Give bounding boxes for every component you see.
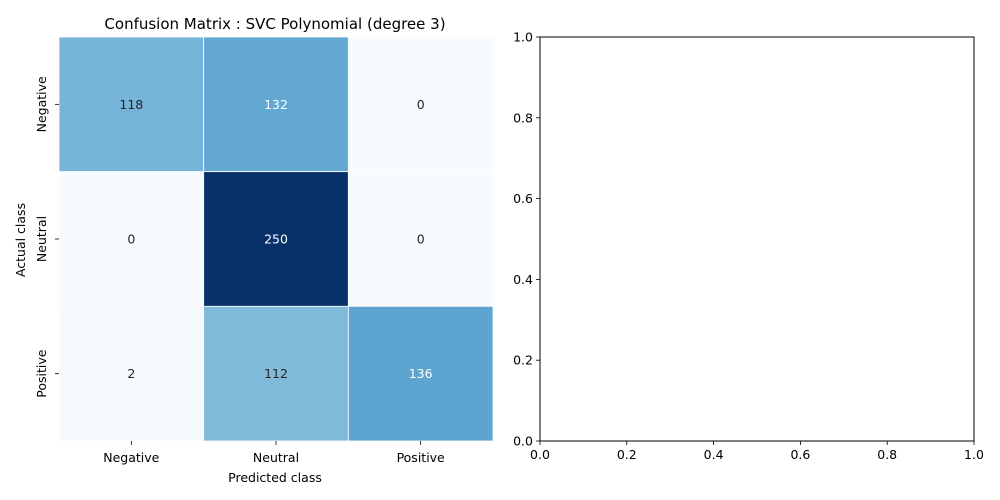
empty-axes-x-tick-label: 0.8 <box>877 447 897 462</box>
heatmap-cell-value: 0 <box>417 232 425 247</box>
heatmap-y-tick-label: Negative <box>34 76 49 132</box>
heatmap-cell <box>347 36 494 173</box>
heatmap-x-tick-label: Positive <box>397 450 445 465</box>
heatmap-ylabel: Actual class <box>13 203 28 277</box>
heatmap-cell <box>203 171 349 307</box>
empty-axes-x-tick-label: 1.0 <box>964 447 984 462</box>
empty-axes-x-tick-label: 0.4 <box>704 447 724 462</box>
empty-axes-y-ticks: 0.0 0.2 0.4 0.6 0.8 1.0 <box>513 30 540 449</box>
empty-axes-x-tick-label: 0.0 <box>530 447 550 462</box>
heatmap-y-tick-label: Neutral <box>34 216 49 262</box>
heatmap-cell-value: 136 <box>409 366 433 381</box>
heatmap-cell-value: 0 <box>417 97 425 112</box>
heatmap-cell <box>203 36 349 173</box>
heatmap-title: Confusion Matrix : SVC Polynomial (degre… <box>104 15 445 33</box>
heatmap-y-tick-label: Positive <box>34 349 49 397</box>
heatmap-cell <box>347 171 494 307</box>
empty-axes-x-ticks: 0.0 0.2 0.4 0.6 0.8 1.0 <box>530 441 984 462</box>
heatmap-cell-value: 118 <box>119 97 143 112</box>
heatmap-cells: 118 132 0 0 250 0 2 112 136 <box>58 36 494 442</box>
empty-axes-x-tick-label: 0.2 <box>617 447 637 462</box>
heatmap-cell-value: 0 <box>127 232 135 247</box>
heatmap-cell-value: 112 <box>264 366 288 381</box>
heatmap-cell-value: 132 <box>264 97 288 112</box>
heatmap-cell-value: 2 <box>127 366 135 381</box>
empty-axes-x-tick-label: 0.6 <box>790 447 810 462</box>
empty-axes-y-tick-label: 0.4 <box>513 272 533 287</box>
empty-axes-frame <box>539 36 975 442</box>
heatmap-x-tick-label: Neutral <box>253 450 299 465</box>
heatmap-cell-value: 250 <box>264 232 288 247</box>
heatmap-x-ticks: Negative Neutral Positive <box>103 441 445 465</box>
heatmap-xlabel: Predicted class <box>228 470 322 485</box>
heatmap-y-ticks: Negative Neutral Positive <box>34 76 59 398</box>
empty-axes-y-tick-label: 0.2 <box>513 353 533 368</box>
empty-axes-y-tick-label: 0.6 <box>513 191 533 206</box>
empty-axes-panel: 0.0 0.2 0.4 0.6 0.8 1.0 0.0 0.2 0.4 0.6 0.8 1.0 <box>513 30 984 463</box>
heatmap-cell <box>58 36 205 173</box>
heatmap-cell <box>203 305 349 442</box>
heatmap-x-tick-label: Negative <box>103 450 159 465</box>
confusion-matrix-heatmap: Confusion Matrix : SVC Polynomial (degre… <box>13 15 494 485</box>
empty-axes-y-tick-label: 0.8 <box>513 110 533 125</box>
empty-axes-y-tick-label: 1.0 <box>513 30 533 45</box>
heatmap-cell <box>58 171 205 307</box>
heatmap-cell <box>58 305 205 442</box>
empty-axes-y-tick-label: 0.0 <box>513 434 533 449</box>
